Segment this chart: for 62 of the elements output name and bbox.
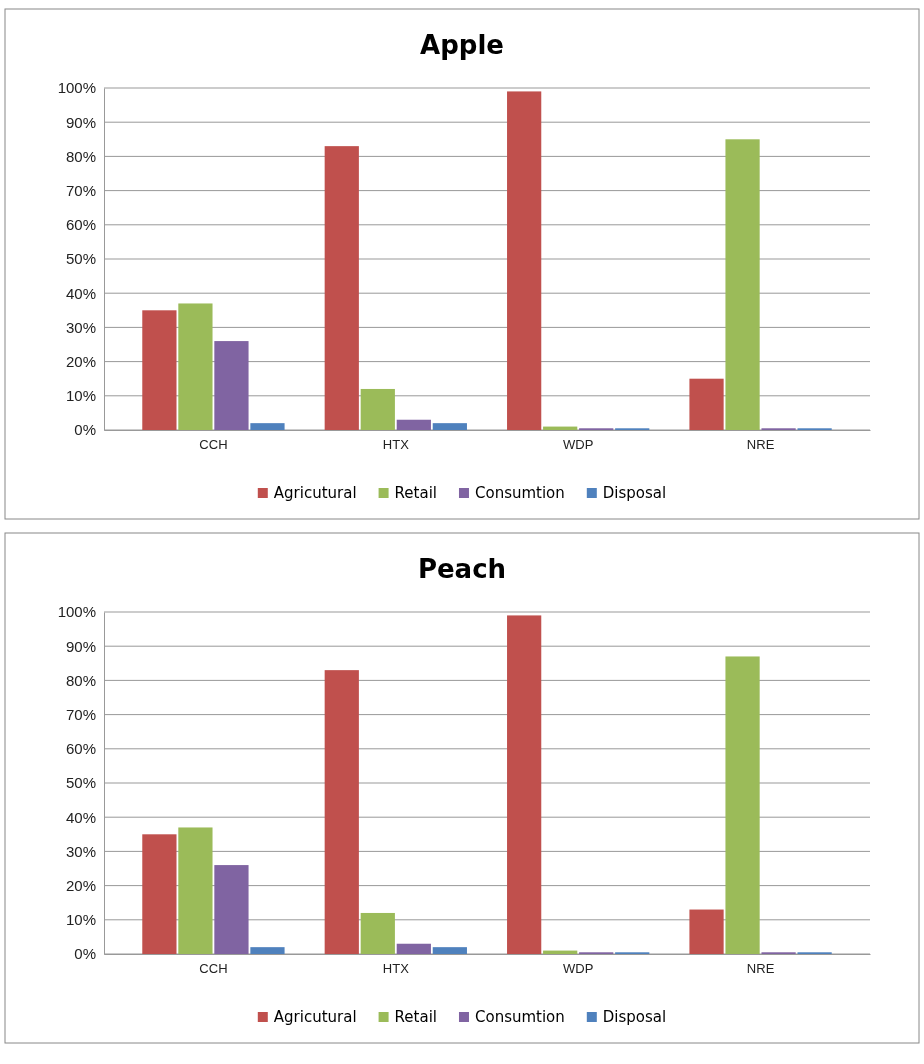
x-tick-label: NRE: [746, 961, 775, 977]
bar: [396, 943, 431, 954]
bar: [689, 378, 724, 430]
bar: [689, 909, 724, 954]
bar: [725, 656, 760, 954]
y-tick-label: 40%: [65, 808, 96, 826]
legend-label: Retail: [394, 484, 437, 502]
x-tick-label: NRE: [746, 437, 775, 453]
x-tick-label: HTX: [382, 961, 410, 977]
bar: [178, 827, 213, 954]
x-tick-label: CCH: [199, 437, 228, 453]
y-tick-label: 40%: [65, 284, 96, 302]
y-tick-label: 50%: [65, 774, 96, 792]
legend-label: Agricutural: [273, 484, 357, 502]
x-tick-label: WDP: [563, 961, 594, 977]
y-tick-label: 90%: [65, 113, 96, 131]
chart-title: Apple: [420, 30, 504, 60]
bar: [324, 146, 359, 430]
y-tick-label: 80%: [65, 147, 96, 165]
bar: [360, 912, 395, 954]
legend-label: Consumtion: [474, 1008, 565, 1026]
x-tick-label: CCH: [199, 961, 228, 977]
y-tick-label: 30%: [65, 318, 96, 336]
y-tick-label: 20%: [65, 876, 96, 894]
y-tick-label: 60%: [65, 216, 96, 234]
y-tick-label: 0%: [74, 945, 96, 963]
bar: [507, 615, 542, 954]
chart-title: Peach: [417, 554, 507, 584]
bar: [214, 865, 249, 954]
y-tick-label: 100%: [57, 603, 96, 621]
legend-label: Agricutural: [273, 1008, 357, 1026]
bar: [360, 388, 395, 430]
bar: [725, 139, 760, 430]
bar: [178, 303, 213, 430]
y-tick-label: 10%: [65, 387, 96, 405]
bar: [396, 419, 431, 430]
y-tick-label: 30%: [65, 842, 96, 860]
bar: [250, 423, 285, 430]
bar: [214, 341, 249, 430]
y-tick-label: 70%: [65, 181, 96, 199]
y-tick-label: 100%: [57, 79, 96, 97]
legend-label: Consumtion: [474, 484, 565, 502]
y-tick-label: 0%: [74, 421, 96, 439]
bar: [250, 947, 285, 954]
y-tick-label: 60%: [65, 740, 96, 758]
x-tick-label: WDP: [563, 437, 594, 453]
y-tick-label: 80%: [65, 671, 96, 689]
legend-label: Disposal: [602, 484, 667, 502]
y-tick-label: 90%: [65, 637, 96, 655]
bar: [324, 670, 359, 954]
y-tick-label: 50%: [65, 250, 96, 268]
legend-label: Retail: [394, 1008, 437, 1026]
legend-label: Disposal: [602, 1008, 667, 1026]
bar: [142, 310, 177, 430]
bar: [507, 91, 542, 430]
bar: [432, 423, 467, 430]
y-tick-label: 10%: [65, 911, 96, 929]
y-tick-label: 70%: [65, 705, 96, 723]
bar: [142, 834, 177, 954]
x-tick-label: HTX: [382, 437, 410, 453]
bar: [432, 947, 467, 954]
y-tick-label: 20%: [65, 352, 96, 370]
